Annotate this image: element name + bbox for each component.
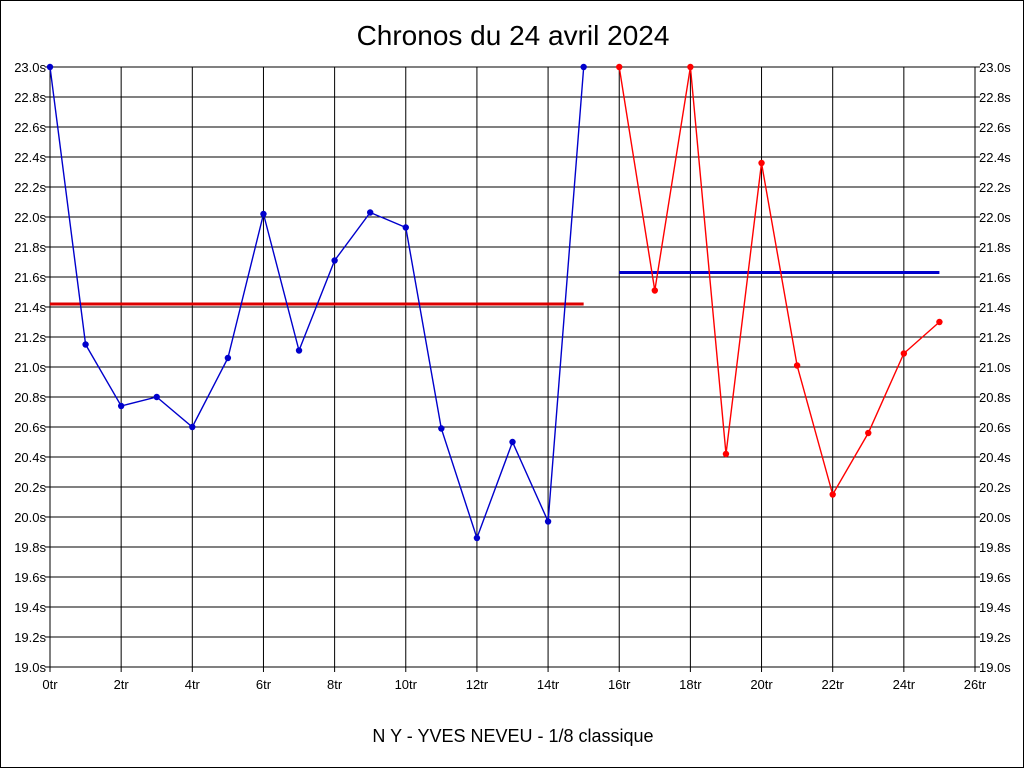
y-tick-label-left: 20.0s xyxy=(14,510,46,525)
y-tick-label-left: 21.6s xyxy=(14,270,46,285)
y-tick-label-right: 20.8s xyxy=(979,390,1011,405)
x-tick-label: 4tr xyxy=(185,677,201,692)
y-tick-label-right: 21.8s xyxy=(979,240,1011,255)
y-tick-label-right: 19.6s xyxy=(979,570,1011,585)
y-tick-label-left: 20.4s xyxy=(14,450,46,465)
chart-title: Chronos du 24 avril 2024 xyxy=(357,20,670,51)
data-point xyxy=(509,438,516,446)
y-tick-label-left: 21.8s xyxy=(14,240,46,255)
x-tick-label: 22tr xyxy=(821,677,844,692)
y-tick-label-left: 22.4s xyxy=(14,150,46,165)
data-point xyxy=(117,402,125,410)
data-point xyxy=(758,159,765,167)
data-point xyxy=(224,354,232,362)
y-tick-label-left: 22.0s xyxy=(14,210,46,225)
y-tick-label-left: 19.6s xyxy=(14,570,46,585)
data-point xyxy=(366,209,374,216)
data-point xyxy=(153,393,160,401)
y-tick-label-left: 19.4s xyxy=(14,600,46,615)
y-tick-label-left: 19.2s xyxy=(14,630,46,645)
y-tick-label-left: 22.2s xyxy=(14,180,46,195)
y-tick-label-right: 19.4s xyxy=(979,600,1011,615)
data-point xyxy=(865,429,872,437)
x-tick-label: 20tr xyxy=(750,677,773,692)
data-point xyxy=(189,423,196,431)
data-point xyxy=(402,224,409,231)
y-tick-label-left: 21.4s xyxy=(14,300,46,315)
y-tick-label-right: 21.6s xyxy=(979,270,1011,285)
y-tick-label-left: 23.0s xyxy=(14,60,46,75)
y-tick-label-left: 21.2s xyxy=(14,330,46,345)
y-tick-label-left: 20.2s xyxy=(14,480,46,495)
y-tick-label-left: 19.8s xyxy=(14,540,46,555)
x-tick-label: 8tr xyxy=(327,677,343,692)
x-tick-label: 18tr xyxy=(679,677,702,692)
data-point xyxy=(900,350,908,357)
data-point xyxy=(295,347,303,354)
y-tick-label-right: 20.2s xyxy=(979,480,1011,495)
data-point xyxy=(687,63,694,71)
data-point xyxy=(82,341,89,348)
chart-footer: N Y - YVES NEVEU - 1/8 classique xyxy=(372,726,653,746)
y-tick-label-right: 19.0s xyxy=(979,660,1011,675)
data-point xyxy=(473,534,481,542)
x-tick-label: 14tr xyxy=(537,677,560,692)
data-point xyxy=(829,491,836,498)
data-point xyxy=(260,210,267,218)
data-point xyxy=(651,287,659,294)
series-2 xyxy=(616,63,943,498)
x-tick-label: 16tr xyxy=(608,677,631,692)
plot-area xyxy=(49,66,976,668)
y-tick-label-right: 22.4s xyxy=(979,150,1011,165)
data-point xyxy=(616,63,623,71)
y-tick-label-left: 20.8s xyxy=(14,390,46,405)
data-point xyxy=(936,318,943,326)
y-tick-label-right: 22.8s xyxy=(979,90,1011,105)
grid xyxy=(45,66,980,672)
x-tick-label: 0tr xyxy=(42,677,58,692)
data-point xyxy=(46,63,54,71)
y-tick-label-right: 22.0s xyxy=(979,210,1011,225)
x-tick-label: 12tr xyxy=(466,677,489,692)
x-tick-label: 26tr xyxy=(964,677,987,692)
y-tick-label-right: 20.0s xyxy=(979,510,1011,525)
y-tick-label-left: 20.6s xyxy=(14,420,46,435)
x-tick-label: 2tr xyxy=(114,677,130,692)
x-tick-label: 24tr xyxy=(893,677,916,692)
x-tick-label: 6tr xyxy=(256,677,272,692)
data-point xyxy=(544,518,552,525)
data-point xyxy=(793,362,801,369)
y-tick-label-right: 21.4s xyxy=(979,300,1011,315)
data-point xyxy=(722,450,730,458)
y-tick-label-right: 20.6s xyxy=(979,420,1011,435)
x-tick-label: 10tr xyxy=(395,677,418,692)
data-point xyxy=(438,425,445,432)
y-tick-label-right: 20.4s xyxy=(979,450,1011,465)
y-tick-label-left: 22.6s xyxy=(14,120,46,135)
y-tick-label-right: 22.6s xyxy=(979,120,1011,135)
y-tick-label-right: 23.0s xyxy=(979,60,1011,75)
y-tick-label-right: 22.2s xyxy=(979,180,1011,195)
series-line xyxy=(49,66,585,541)
tick-labels: 0tr 2tr 4tr 6tr 8tr 10tr 12tr 14tr 16tr 18tr 20tr 2… xyxy=(14,60,1011,692)
series-line xyxy=(618,66,940,497)
y-tick-label-right: 21.2s xyxy=(979,330,1011,345)
y-tick-label-left: 19.0s xyxy=(14,660,46,675)
y-tick-label-left: 21.0s xyxy=(14,360,46,375)
data-point xyxy=(580,63,587,71)
y-tick-label-left: 22.8s xyxy=(14,90,46,105)
data-point xyxy=(331,257,338,264)
y-tick-label-right: 21.0s xyxy=(979,360,1011,375)
y-tick-label-right: 19.2s xyxy=(979,630,1011,645)
series-layer xyxy=(46,63,943,542)
y-tick-label-right: 19.8s xyxy=(979,540,1011,555)
series-1 xyxy=(46,63,587,542)
